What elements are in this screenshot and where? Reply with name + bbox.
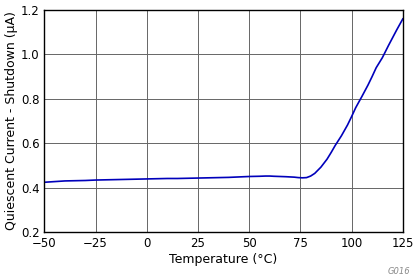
X-axis label: Temperature (°C): Temperature (°C) (169, 252, 278, 266)
Y-axis label: Quiescent Current - Shutdown (μA): Quiescent Current - Shutdown (μA) (5, 11, 18, 230)
Text: G016: G016 (388, 267, 411, 276)
